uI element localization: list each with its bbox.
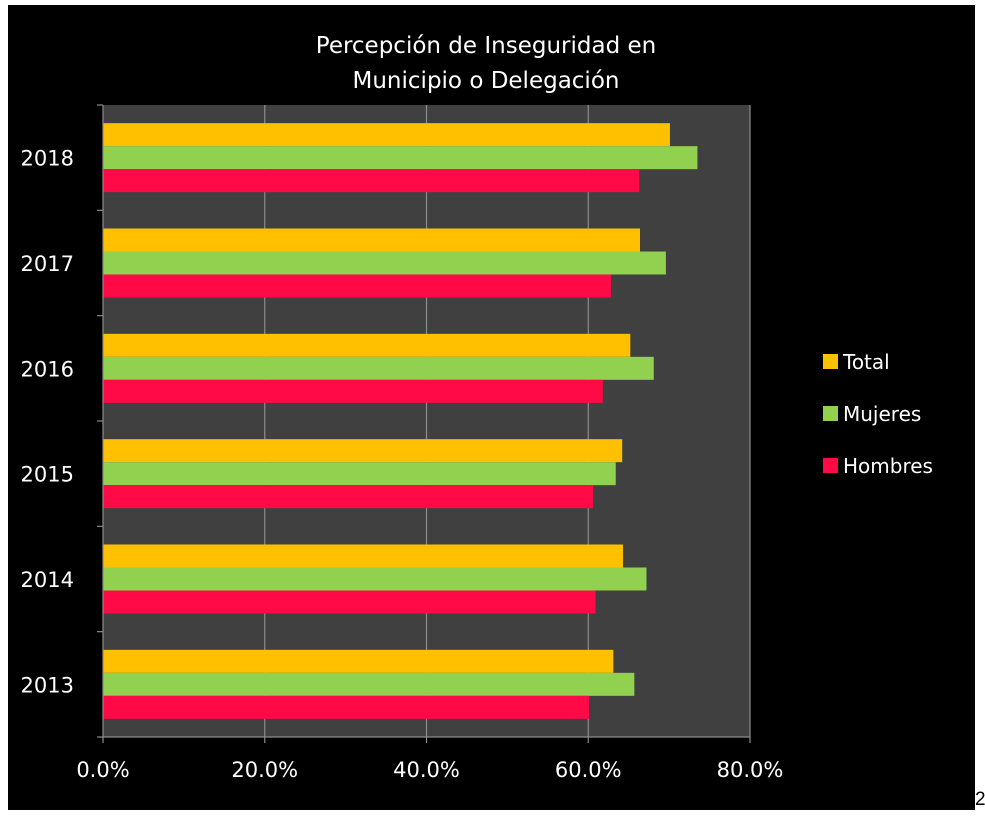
- x-tick-label: 20.0%: [231, 758, 298, 782]
- bar-mujeres-2014: [103, 567, 647, 591]
- bars: [103, 123, 698, 719]
- bar-mujeres-2013: [103, 672, 635, 696]
- y-tick-label: 2017: [21, 252, 74, 276]
- legend-label-total: Total: [842, 350, 890, 374]
- chart-svg: Percepción de Inseguridad en Municipio o …: [21, 33, 933, 782]
- x-tick-label: 80.0%: [717, 758, 784, 782]
- bar-hombres-2015: [103, 485, 594, 509]
- bar-total-2016: [103, 333, 631, 357]
- legend-label-mujeres: Mujeres: [843, 402, 921, 426]
- bar-hombres-2018: [103, 169, 640, 193]
- legend-swatch-hombres: [823, 458, 838, 473]
- y-tick-label: 2013: [21, 673, 74, 697]
- x-tick-label: 40.0%: [393, 758, 460, 782]
- y-tick-label: 2016: [21, 357, 74, 381]
- bar-mujeres-2016: [103, 356, 654, 380]
- bar-total-2015: [103, 439, 623, 463]
- y-tick-label: 2018: [21, 147, 74, 171]
- x-tick-label: 0.0%: [76, 758, 129, 782]
- bar-total-2013: [103, 649, 614, 673]
- bar-mujeres-2018: [103, 146, 698, 170]
- bar-mujeres-2017: [103, 251, 666, 275]
- y-tick-label: 2014: [21, 568, 74, 592]
- bar-hombres-2016: [103, 379, 603, 403]
- legend-label-hombres: Hombres: [843, 454, 933, 478]
- bar-total-2014: [103, 544, 624, 568]
- chart-title-line: Municipio o Delegación: [353, 68, 620, 94]
- bar-hombres-2013: [103, 695, 590, 719]
- bar-mujeres-2015: [103, 462, 616, 486]
- chart-frame: Percepción de Inseguridad en Municipio o …: [8, 5, 975, 810]
- bar-hombres-2014: [103, 590, 596, 614]
- legend: Total Mujeres Hombres: [823, 350, 933, 478]
- y-tick-label: 2015: [21, 463, 74, 487]
- chart-title-line: Percepción de Inseguridad en: [316, 33, 656, 59]
- bar-hombres-2017: [103, 274, 611, 298]
- legend-swatch-total: [823, 354, 838, 369]
- x-tick-label: 60.0%: [555, 758, 622, 782]
- bar-total-2017: [103, 228, 641, 252]
- chart-title: Percepción de Inseguridad en Municipio o …: [316, 33, 656, 94]
- legend-swatch-mujeres: [823, 406, 838, 421]
- corner-note: 2: [975, 789, 985, 810]
- bar-total-2018: [103, 123, 670, 147]
- gridlines: [264, 105, 751, 737]
- axes: 2013 2014 2015 2016 2017 2018 0.0% 20.0% 40.0% 60…: [21, 104, 784, 782]
